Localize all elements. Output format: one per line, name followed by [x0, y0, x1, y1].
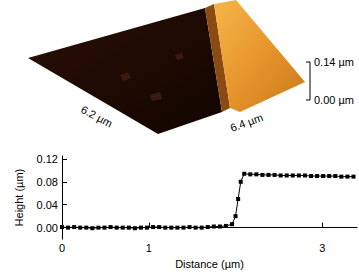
svg-text:6.2 µm: 6.2 µm: [79, 103, 115, 129]
svg-text:0.14 µm: 0.14 µm: [314, 56, 354, 68]
svg-text:Distance (µm): Distance (µm): [175, 258, 244, 270]
svg-text:0.00 µm: 0.00 µm: [314, 94, 354, 106]
svg-text:0.12: 0.12: [37, 153, 58, 165]
svg-text:0.08: 0.08: [37, 176, 58, 188]
svg-text:0: 0: [59, 242, 65, 254]
svg-text:Height (µm): Height (µm): [13, 169, 25, 227]
svg-text:3: 3: [319, 242, 325, 254]
svg-text:1: 1: [146, 242, 152, 254]
svg-text:0.00: 0.00: [37, 222, 58, 234]
svg-text:6.4 µm: 6.4 µm: [229, 111, 265, 134]
svg-text:0.04: 0.04: [37, 199, 58, 211]
